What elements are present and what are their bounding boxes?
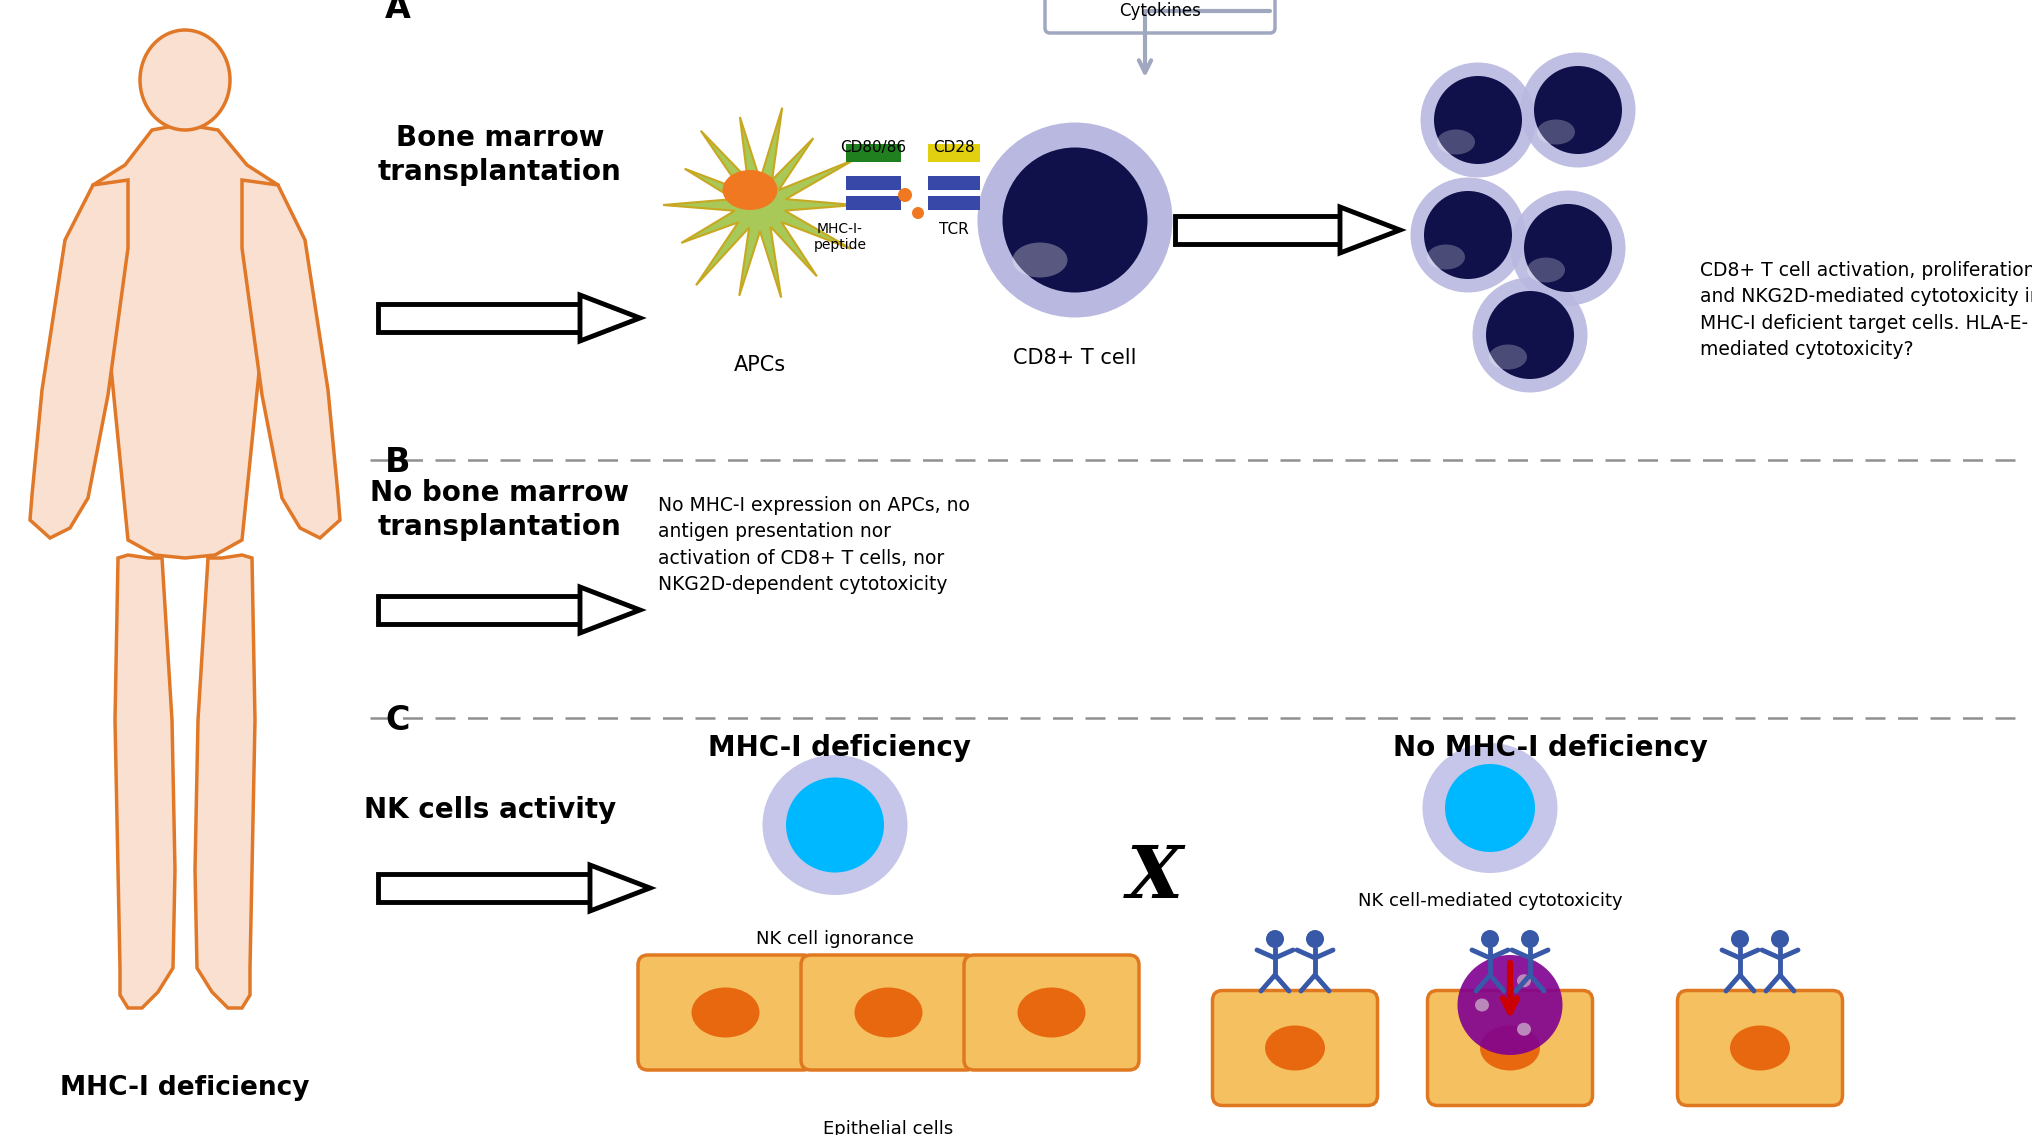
Text: No bone marrow
transplantation: No bone marrow transplantation <box>370 479 630 541</box>
Text: NK cells activity: NK cells activity <box>364 796 616 824</box>
Ellipse shape <box>1479 1026 1540 1070</box>
Polygon shape <box>579 295 640 340</box>
Bar <box>845 176 900 190</box>
Text: NK cell ignorance: NK cell ignorance <box>756 930 914 948</box>
Ellipse shape <box>1534 66 1622 154</box>
Text: MHC-I-
peptide: MHC-I- peptide <box>813 222 866 252</box>
Ellipse shape <box>1772 930 1788 948</box>
FancyBboxPatch shape <box>963 955 1140 1070</box>
Ellipse shape <box>1520 52 1636 168</box>
Text: No MHC-I expression on APCs, no
antigen presentation nor
activation of CD8+ T ce: No MHC-I expression on APCs, no antigen … <box>658 496 969 595</box>
Ellipse shape <box>855 987 923 1037</box>
Ellipse shape <box>1510 191 1626 305</box>
Ellipse shape <box>1473 277 1587 393</box>
Bar <box>378 596 579 624</box>
Ellipse shape <box>898 188 912 202</box>
Ellipse shape <box>1522 930 1538 948</box>
Polygon shape <box>662 108 855 297</box>
Ellipse shape <box>1475 999 1489 1011</box>
Text: B: B <box>384 446 410 479</box>
Ellipse shape <box>1489 345 1526 370</box>
Ellipse shape <box>140 30 230 131</box>
Ellipse shape <box>912 207 925 219</box>
Bar <box>378 874 589 902</box>
Text: Bone marrow
transplantation: Bone marrow transplantation <box>378 124 622 186</box>
Ellipse shape <box>1729 1026 1790 1070</box>
Ellipse shape <box>977 123 1172 318</box>
FancyBboxPatch shape <box>638 955 813 1070</box>
FancyBboxPatch shape <box>1678 991 1843 1105</box>
Text: X: X <box>1128 842 1183 914</box>
Text: Cytokines: Cytokines <box>1120 1 1201 19</box>
Polygon shape <box>93 126 278 558</box>
Polygon shape <box>579 587 640 633</box>
Ellipse shape <box>723 170 778 210</box>
Ellipse shape <box>1424 191 1512 279</box>
FancyBboxPatch shape <box>801 955 975 1070</box>
Bar <box>929 196 979 210</box>
Ellipse shape <box>1435 76 1522 163</box>
Ellipse shape <box>1012 243 1067 277</box>
Text: TCR: TCR <box>939 222 969 237</box>
Ellipse shape <box>762 755 908 896</box>
Polygon shape <box>1339 207 1400 253</box>
Ellipse shape <box>1266 930 1284 948</box>
Polygon shape <box>195 555 254 1008</box>
Ellipse shape <box>1307 930 1325 948</box>
Ellipse shape <box>1536 119 1575 144</box>
Text: CD8+ T cell activation, proliferation
and NKG2D-mediated cytotoxicity in
MHC-I d: CD8+ T cell activation, proliferation an… <box>1701 261 2032 360</box>
Text: Epithelial cells: Epithelial cells <box>823 1120 953 1135</box>
Text: CD80/86: CD80/86 <box>839 140 906 155</box>
Bar <box>845 196 900 210</box>
Text: A: A <box>384 0 410 25</box>
Polygon shape <box>589 865 650 911</box>
Bar <box>929 144 979 162</box>
Ellipse shape <box>1018 987 1085 1037</box>
Ellipse shape <box>1445 764 1534 852</box>
Ellipse shape <box>1420 62 1536 177</box>
Ellipse shape <box>1731 930 1750 948</box>
Bar <box>1174 216 1339 244</box>
Polygon shape <box>116 555 175 1008</box>
Text: MHC-I deficiency: MHC-I deficiency <box>61 1075 309 1101</box>
Ellipse shape <box>1518 1023 1530 1036</box>
Text: APCs: APCs <box>734 355 786 375</box>
FancyBboxPatch shape <box>1428 991 1593 1105</box>
Text: CD8+ T cell: CD8+ T cell <box>1014 348 1136 368</box>
Bar <box>378 304 579 333</box>
Bar <box>845 144 900 162</box>
Ellipse shape <box>1266 1026 1325 1070</box>
Ellipse shape <box>1422 743 1557 873</box>
Text: MHC-I deficiency: MHC-I deficiency <box>709 734 971 762</box>
Ellipse shape <box>1481 930 1500 948</box>
Polygon shape <box>242 180 339 538</box>
Text: C: C <box>384 704 410 737</box>
Ellipse shape <box>1526 258 1565 283</box>
Ellipse shape <box>691 987 760 1037</box>
Polygon shape <box>30 180 128 538</box>
Ellipse shape <box>1002 148 1148 293</box>
Ellipse shape <box>1457 955 1563 1056</box>
Ellipse shape <box>1524 204 1611 292</box>
Text: CD28: CD28 <box>933 140 975 155</box>
FancyBboxPatch shape <box>1044 0 1274 33</box>
Ellipse shape <box>1437 129 1475 154</box>
Ellipse shape <box>1485 291 1575 379</box>
Ellipse shape <box>1426 244 1465 269</box>
Ellipse shape <box>1518 974 1530 987</box>
Ellipse shape <box>786 777 884 873</box>
Ellipse shape <box>1410 177 1526 293</box>
FancyBboxPatch shape <box>1213 991 1378 1105</box>
Text: No MHC-I deficiency: No MHC-I deficiency <box>1392 734 1707 762</box>
Text: NK cell-mediated cytotoxicity: NK cell-mediated cytotoxicity <box>1357 892 1622 910</box>
Bar <box>929 176 979 190</box>
